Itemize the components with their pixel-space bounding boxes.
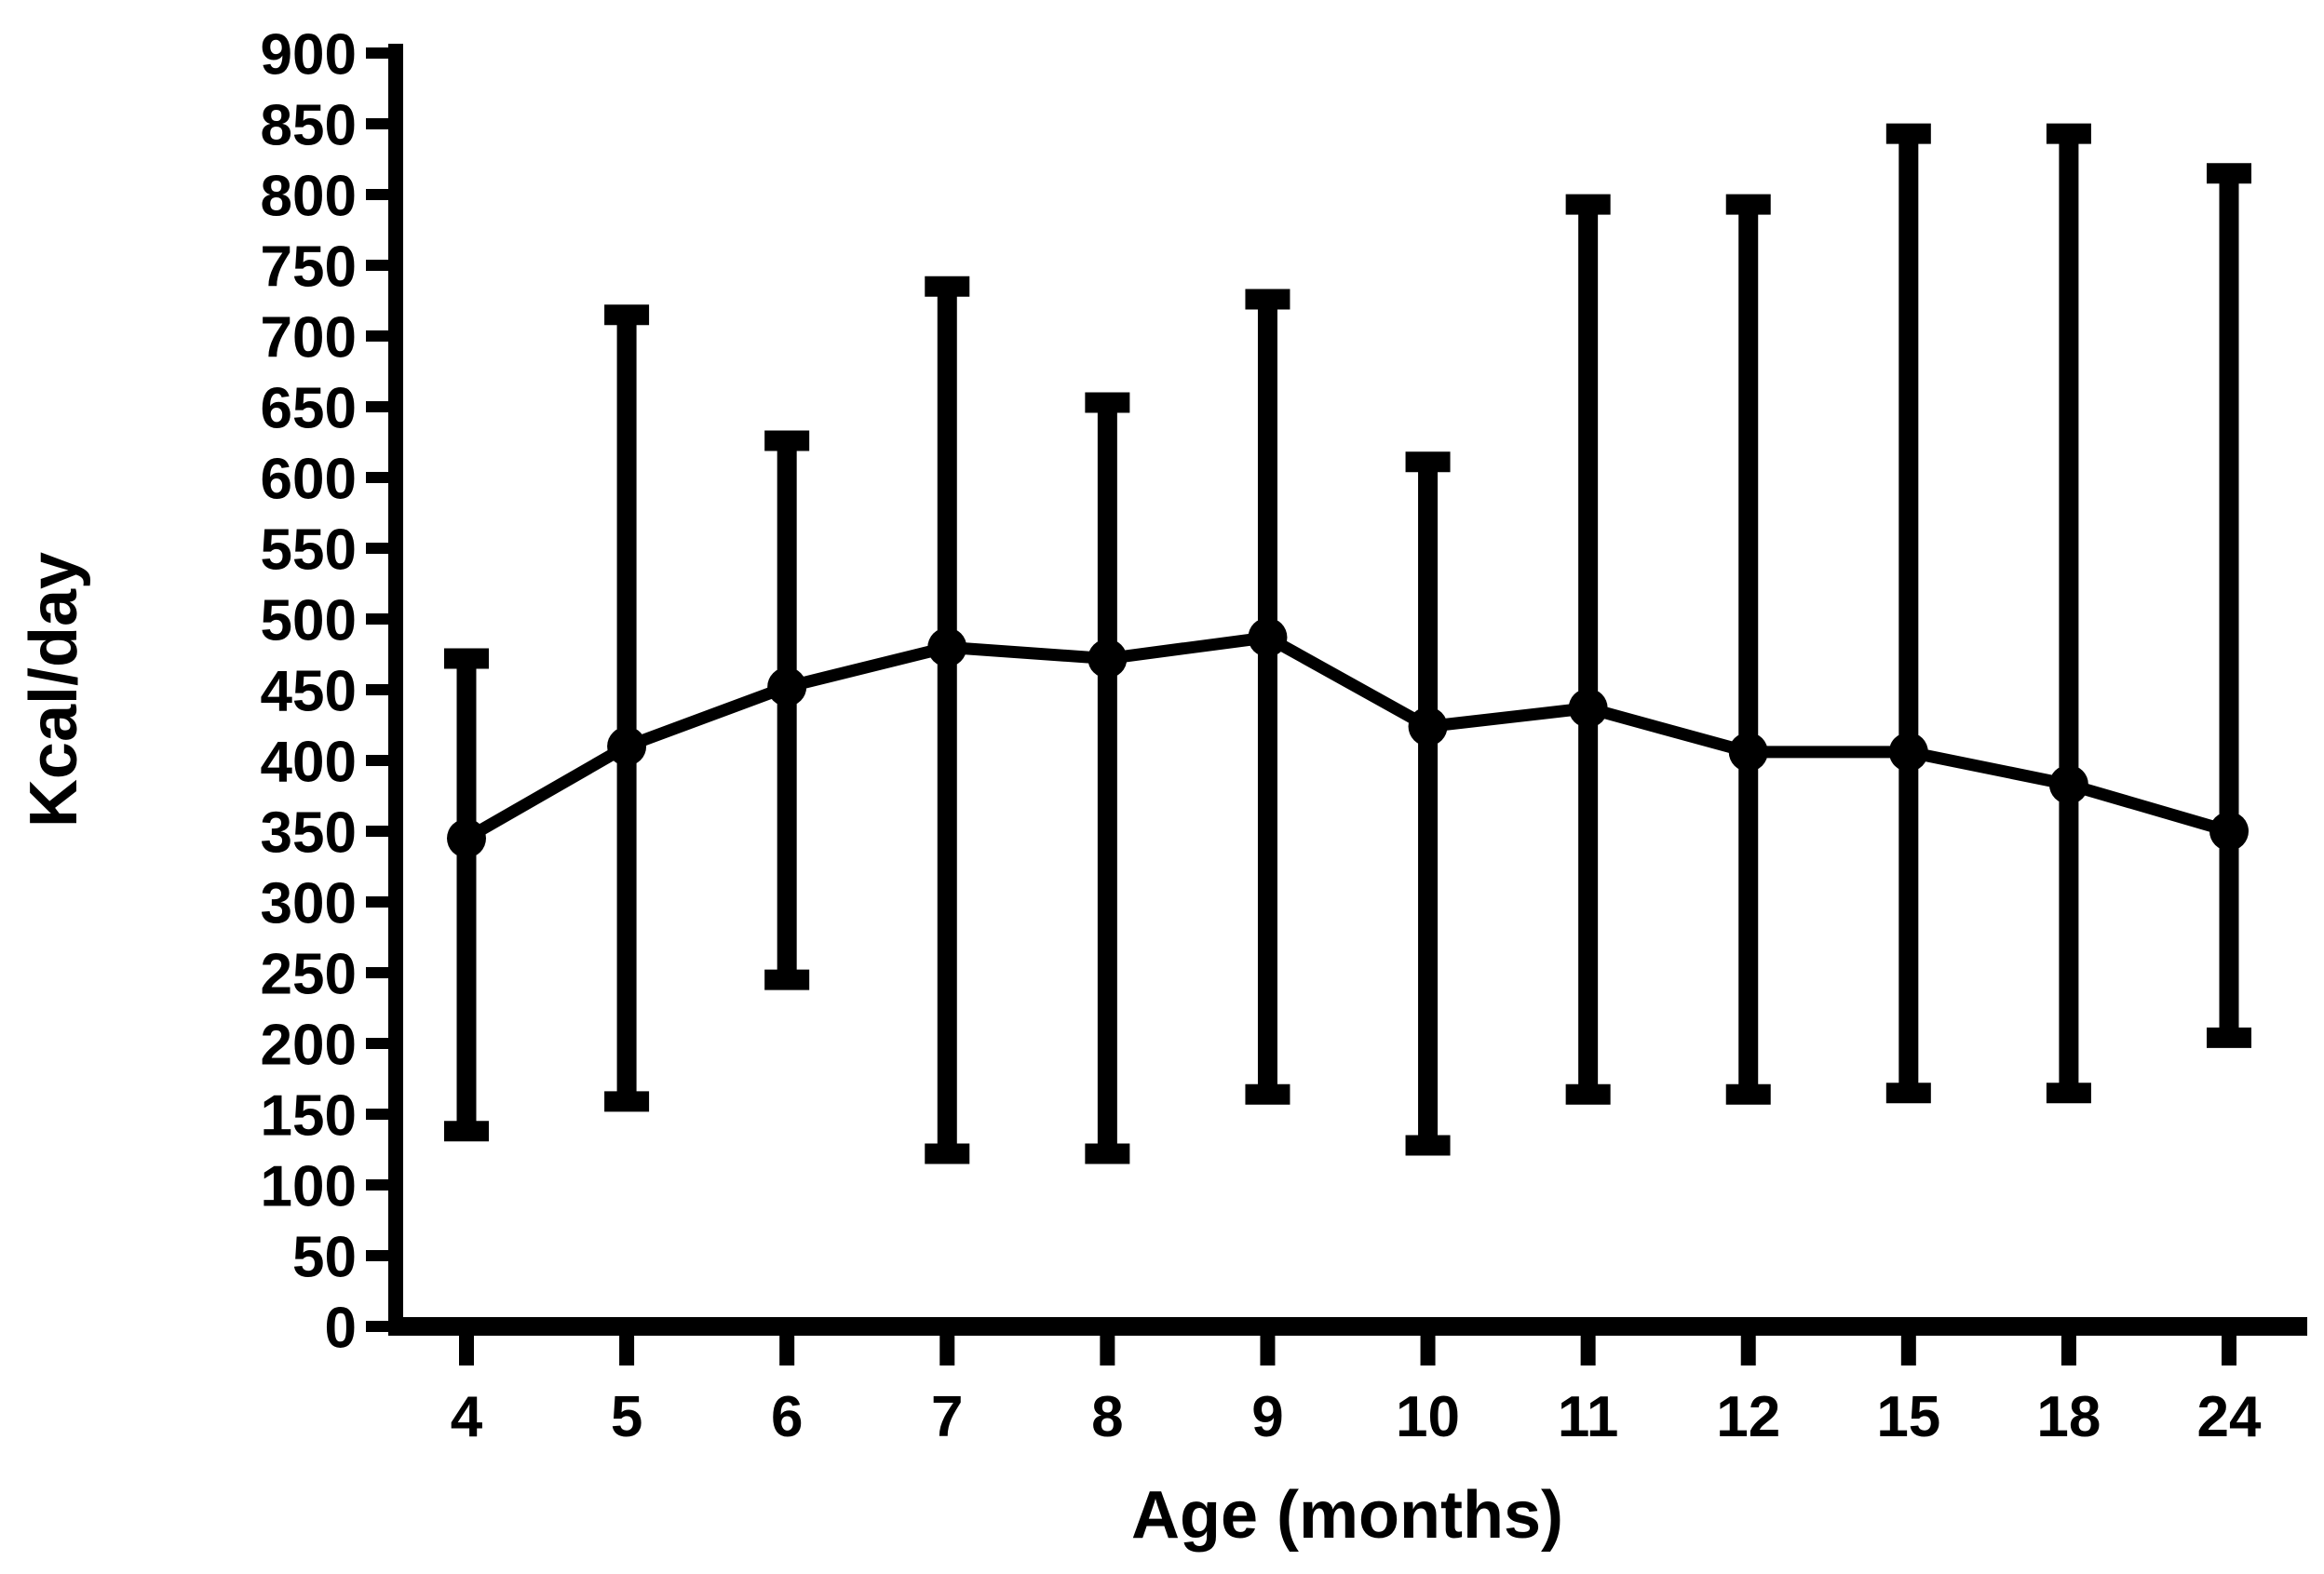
y-tick-label: 800 bbox=[261, 164, 357, 228]
data-point bbox=[2048, 764, 2088, 804]
data-point bbox=[767, 666, 807, 706]
y-tick-label: 150 bbox=[261, 1083, 357, 1148]
x-tick-label: 4 bbox=[451, 1385, 483, 1449]
data-point bbox=[1728, 732, 1768, 772]
data-point bbox=[447, 818, 486, 858]
x-tick-label: 5 bbox=[611, 1385, 642, 1449]
data-point bbox=[2209, 812, 2249, 851]
y-tick-label: 100 bbox=[261, 1154, 357, 1218]
y-tick-label: 900 bbox=[261, 22, 357, 87]
x-tick-label: 8 bbox=[1091, 1385, 1123, 1449]
data-point bbox=[1888, 732, 1928, 772]
y-tick-label: 450 bbox=[261, 659, 357, 723]
y-tick-label: 400 bbox=[261, 730, 357, 794]
y-tick-label: 300 bbox=[261, 871, 357, 935]
data-point bbox=[1248, 617, 1288, 657]
data-point bbox=[927, 627, 967, 667]
x-tick-label: 15 bbox=[1876, 1385, 1940, 1449]
y-tick-label: 550 bbox=[261, 518, 357, 582]
data-point bbox=[1408, 706, 1448, 747]
data-point bbox=[607, 726, 647, 766]
y-tick-label: 650 bbox=[261, 376, 357, 440]
x-tick-label: 24 bbox=[2197, 1385, 2262, 1449]
x-tick-label: 9 bbox=[1251, 1385, 1283, 1449]
y-tick-label: 700 bbox=[261, 305, 357, 370]
y-tick-label: 600 bbox=[261, 447, 357, 511]
x-axis-title: Age (months) bbox=[1131, 1478, 1563, 1553]
y-tick-label: 850 bbox=[261, 93, 357, 157]
x-tick-label: 10 bbox=[1396, 1385, 1460, 1449]
x-tick-label: 18 bbox=[2036, 1385, 2101, 1449]
x-tick-label: 12 bbox=[1716, 1385, 1780, 1449]
y-tick-label: 750 bbox=[261, 235, 357, 299]
y-tick-label: 350 bbox=[261, 800, 357, 865]
plot-layer: 0501001502002503003504004505005506006507… bbox=[261, 22, 2307, 1449]
y-tick-label: 200 bbox=[261, 1013, 357, 1077]
y-tick-label: 250 bbox=[261, 942, 357, 1006]
data-point bbox=[1088, 639, 1128, 679]
data-point bbox=[1568, 688, 1608, 728]
series-line bbox=[463, 631, 2231, 844]
y-axis-title: Kcal/day bbox=[17, 552, 91, 827]
y-tick-label: 0 bbox=[325, 1296, 357, 1360]
y-tick-label: 500 bbox=[261, 588, 357, 652]
x-tick-label: 7 bbox=[931, 1385, 963, 1449]
y-tick-label: 50 bbox=[292, 1225, 357, 1289]
x-tick-label: 11 bbox=[1558, 1385, 1619, 1449]
x-tick-label: 6 bbox=[771, 1385, 803, 1449]
